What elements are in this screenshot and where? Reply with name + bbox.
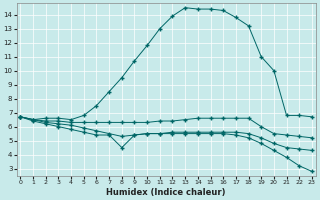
X-axis label: Humidex (Indice chaleur): Humidex (Indice chaleur) <box>107 188 226 197</box>
